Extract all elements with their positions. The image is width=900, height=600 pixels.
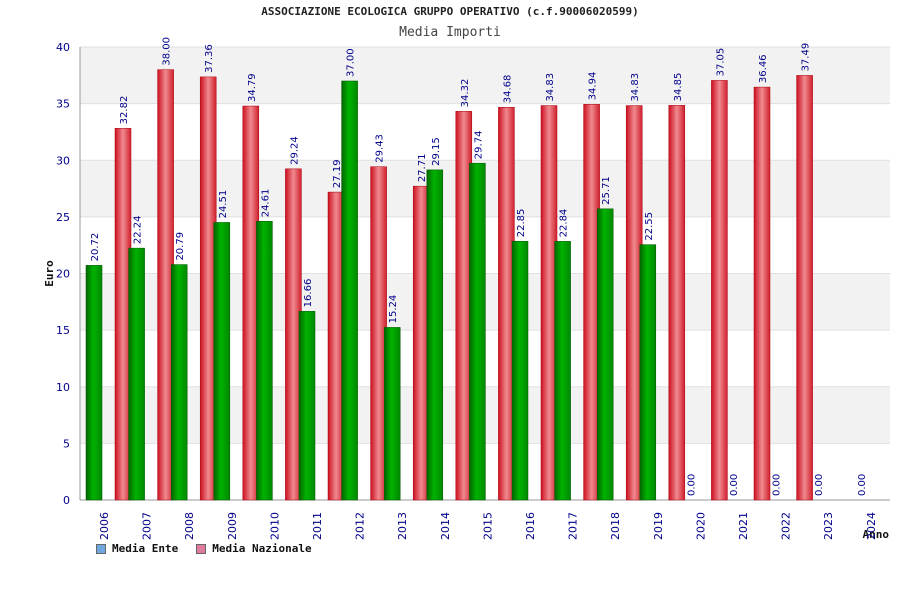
y-axis-label: Euro bbox=[43, 260, 56, 287]
bar-ente bbox=[639, 244, 657, 501]
data-label-nazionale: 37.05 bbox=[715, 48, 726, 77]
data-label-ente: 22.24 bbox=[133, 215, 144, 244]
data-label-nazionale: 32.82 bbox=[119, 96, 130, 125]
chart-subtitle: Media Importi bbox=[399, 25, 501, 40]
y-tick-label: 15 bbox=[56, 324, 70, 337]
data-label-ente: 24.61 bbox=[260, 189, 271, 218]
x-tick-label: 2019 bbox=[652, 512, 665, 540]
data-label-ente: 29.15 bbox=[431, 137, 442, 166]
data-label-nazionale: 34.79 bbox=[247, 73, 258, 102]
bar-ente bbox=[85, 265, 103, 501]
data-label-nazionale: 36.46 bbox=[758, 54, 769, 83]
data-label-ente: 0.00 bbox=[686, 474, 697, 496]
legend: Media Ente Media Nazionale bbox=[96, 542, 312, 555]
bar-ente bbox=[596, 208, 614, 501]
y-tick-label: 40 bbox=[56, 41, 70, 54]
x-tick-label: 2016 bbox=[524, 512, 537, 540]
bar-ente bbox=[554, 241, 571, 501]
bar-ente bbox=[256, 221, 273, 501]
data-label-nazionale: 27.19 bbox=[332, 159, 343, 188]
bar-nazionale bbox=[796, 75, 813, 501]
data-label-ente: 22.85 bbox=[516, 209, 527, 238]
x-tick-label: 2024 bbox=[865, 512, 878, 540]
y-tick-label: 5 bbox=[63, 437, 70, 450]
x-tick-label: 2009 bbox=[226, 512, 239, 540]
x-tick-label: 2006 bbox=[98, 512, 111, 540]
data-label-ente: 25.71 bbox=[601, 176, 612, 205]
x-tick-label: 2017 bbox=[567, 512, 580, 540]
data-label-ente: 0.00 bbox=[814, 474, 825, 496]
x-tick-label: 2012 bbox=[354, 512, 367, 540]
data-label-nazionale: 34.83 bbox=[630, 73, 641, 102]
bar-ente bbox=[213, 222, 231, 501]
data-label-nazionale: 37.49 bbox=[801, 43, 812, 72]
y-tick-label: 0 bbox=[63, 494, 70, 507]
legend-label-ente: Media Ente bbox=[112, 542, 179, 555]
legend-item-nazionale: Media Nazionale bbox=[196, 542, 312, 555]
data-label-ente: 15.24 bbox=[388, 295, 399, 324]
data-label-nazionale: 38.00 bbox=[162, 37, 173, 66]
data-label-nazionale: 29.24 bbox=[289, 136, 300, 165]
data-label-ente: 0.00 bbox=[729, 474, 740, 496]
bar-nazionale bbox=[711, 80, 728, 501]
legend-label-nazionale: Media Nazionale bbox=[212, 542, 312, 555]
bar-ente bbox=[128, 247, 145, 501]
x-tick-label: 2008 bbox=[183, 512, 196, 540]
data-label-nazionale: 37.36 bbox=[204, 44, 215, 73]
bar-nazionale bbox=[753, 86, 771, 501]
x-tick-label: 2018 bbox=[609, 512, 622, 540]
data-label-nazionale: 34.94 bbox=[588, 72, 599, 101]
data-label-ente: 0.00 bbox=[857, 474, 868, 496]
x-tick-label: 2011 bbox=[311, 512, 324, 540]
data-label-nazionale: 27.71 bbox=[417, 154, 428, 183]
data-label-nazionale: 34.32 bbox=[460, 79, 471, 108]
bar-ente bbox=[426, 169, 444, 501]
bar-ente bbox=[341, 80, 358, 501]
data-label-ente: 20.72 bbox=[90, 233, 101, 262]
bar-ente bbox=[383, 327, 401, 501]
bar-ente bbox=[469, 162, 486, 501]
x-tick-label: 2010 bbox=[268, 512, 281, 540]
y-tick-label: 35 bbox=[56, 98, 70, 111]
bar-ente bbox=[170, 264, 188, 501]
legend-item-ente: Media Ente bbox=[96, 542, 178, 555]
x-tick-label: 2014 bbox=[439, 512, 452, 540]
x-tick-label: 2021 bbox=[737, 512, 750, 540]
x-tick-label: 2022 bbox=[780, 512, 793, 540]
x-axis-label: Anno bbox=[863, 528, 890, 541]
x-tick-label: 2013 bbox=[396, 512, 409, 540]
chart-title: ASSOCIAZIONE ECOLOGICA GRUPPO OPERATIVO … bbox=[261, 5, 639, 18]
x-tick-label: 2015 bbox=[481, 512, 494, 540]
x-tick-label: 2023 bbox=[822, 512, 835, 540]
data-label-nazionale: 34.83 bbox=[545, 73, 556, 102]
data-label-ente: 0.00 bbox=[772, 474, 783, 496]
bar-ente bbox=[298, 311, 316, 501]
data-label-ente: 37.00 bbox=[346, 48, 357, 77]
y-tick-label: 10 bbox=[56, 381, 70, 394]
data-label-ente: 24.51 bbox=[218, 190, 229, 219]
data-label-ente: 29.74 bbox=[473, 131, 484, 160]
x-tick-label: 2007 bbox=[141, 512, 154, 540]
legend-swatch-ente bbox=[96, 543, 106, 554]
data-label-ente: 16.66 bbox=[303, 279, 314, 308]
y-tick-label: 25 bbox=[56, 211, 70, 224]
data-label-ente: 22.84 bbox=[559, 209, 570, 238]
data-label-nazionale: 34.68 bbox=[502, 75, 513, 104]
bar-ente bbox=[511, 240, 529, 501]
legend-swatch-nazionale bbox=[196, 543, 207, 554]
x-tick-label: 2020 bbox=[694, 512, 707, 540]
bar-nazionale bbox=[668, 105, 686, 501]
data-label-nazionale: 34.85 bbox=[673, 73, 684, 102]
y-tick-label: 20 bbox=[56, 268, 70, 281]
data-label-nazionale: 29.43 bbox=[375, 134, 386, 163]
data-label-ente: 22.55 bbox=[644, 212, 655, 241]
y-tick-label: 30 bbox=[56, 154, 70, 167]
data-label-ente: 20.79 bbox=[175, 232, 186, 261]
